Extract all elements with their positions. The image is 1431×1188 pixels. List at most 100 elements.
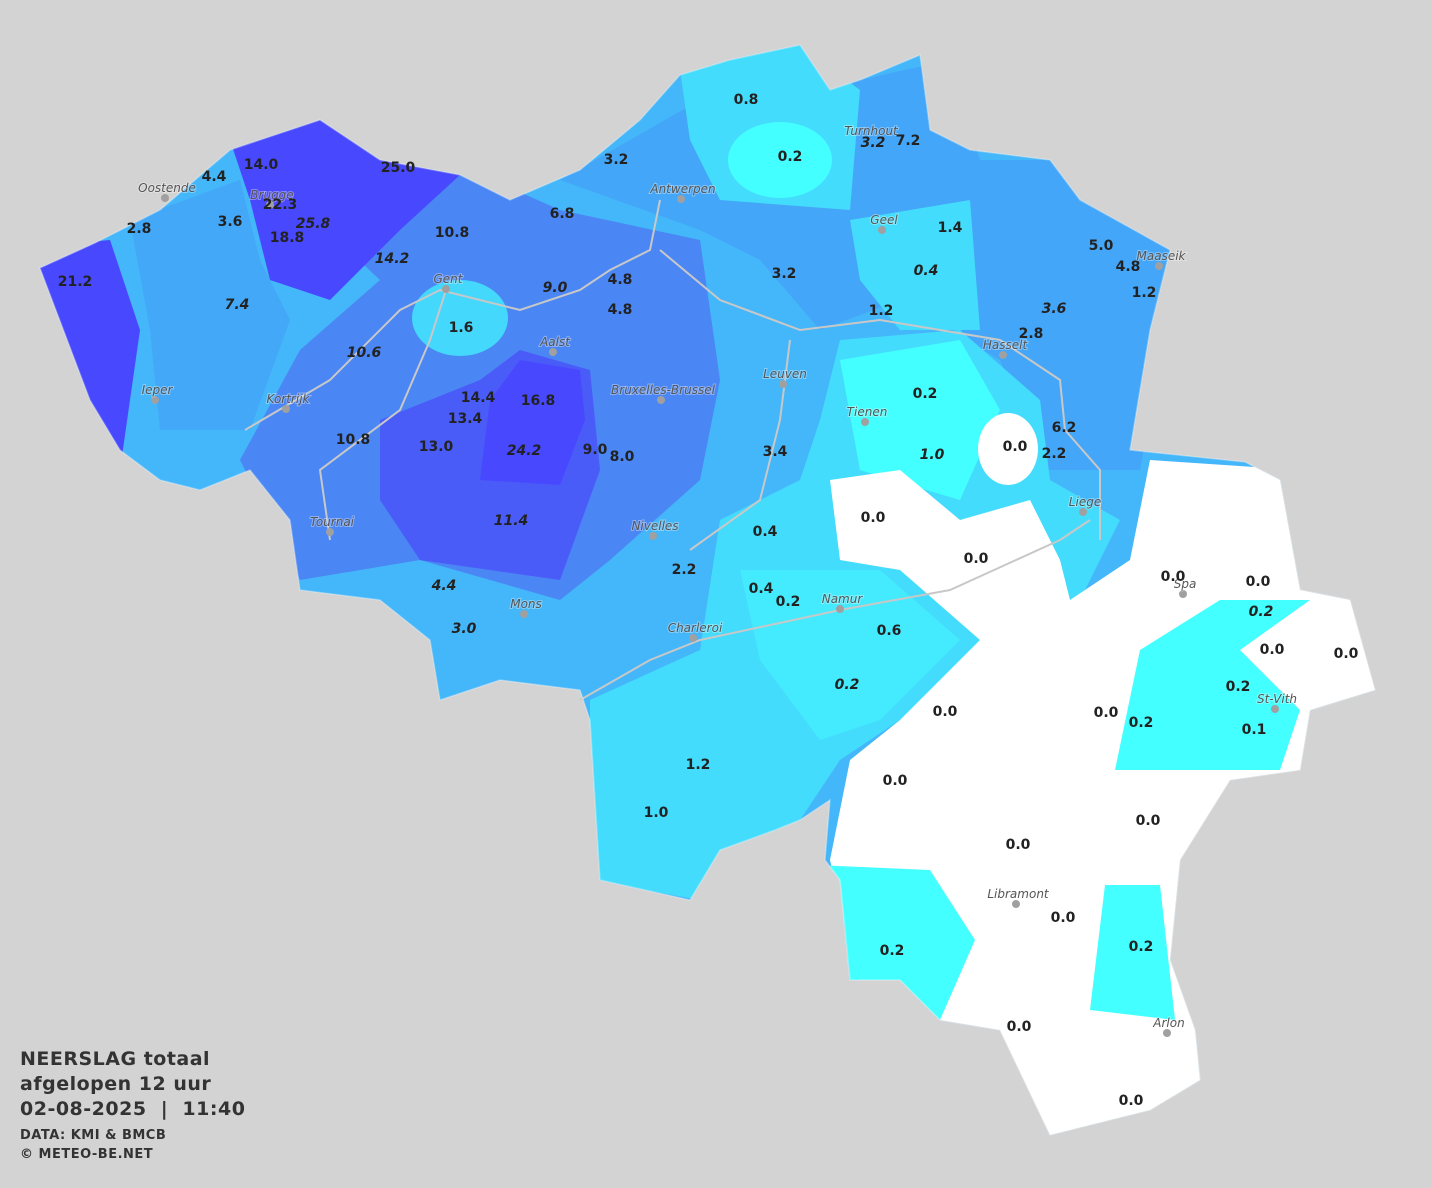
city-dot — [442, 285, 450, 293]
precip-value: 3.2 — [604, 152, 629, 168]
city-dot — [677, 195, 685, 203]
precip-value: 0.0 — [883, 773, 908, 789]
caption: NEERSLAG totaal afgelopen 12 uur 02-08-2… — [20, 1048, 245, 1162]
city-dot — [520, 610, 528, 618]
precip-value: 10.8 — [336, 432, 371, 448]
city-label: Brugge — [250, 188, 293, 202]
city-dot — [1155, 262, 1163, 270]
precip-value: 1.0 — [920, 447, 945, 463]
precip-value: 3.4 — [763, 444, 788, 460]
precip-value: 0.2 — [776, 594, 801, 610]
precip-value: 16.8 — [521, 393, 556, 409]
city-dot — [161, 194, 169, 202]
city-dot — [649, 532, 657, 540]
city-dot — [779, 380, 787, 388]
river — [244, 199, 661, 431]
city-dot — [151, 396, 159, 404]
precip-value: 0.8 — [734, 92, 759, 108]
zone — [412, 280, 508, 356]
city-label: Liege — [1069, 495, 1101, 509]
precip-value: 18.8 — [270, 230, 305, 246]
river — [689, 339, 791, 551]
precip-value: 2.8 — [127, 221, 152, 237]
precip-value: 0.0 — [1161, 569, 1186, 585]
title-line: 02-08-2025 | 11:40 — [20, 1098, 245, 1120]
precip-value: 0.0 — [1006, 837, 1031, 853]
precip-value: 1.2 — [1132, 285, 1157, 301]
precip-value: 0.2 — [1249, 604, 1274, 620]
city-dot — [657, 396, 665, 404]
precip-value: 2.2 — [1042, 446, 1067, 462]
precip-value: 0.0 — [1260, 642, 1285, 658]
precip-value: 8.0 — [610, 449, 635, 465]
precip-value: 13.4 — [448, 411, 483, 427]
precip-value: 0.6 — [877, 623, 902, 639]
precip-value: 4.8 — [1116, 259, 1141, 275]
city-label: Kortrijk — [267, 392, 311, 406]
precip-value: 13.0 — [419, 439, 454, 455]
precip-value: 9.0 — [543, 280, 568, 296]
city-label: Gent — [434, 272, 464, 286]
precip-value: 0.0 — [1051, 910, 1076, 926]
precip-value: 0.4 — [914, 263, 939, 279]
city-label: Tienen — [847, 405, 888, 419]
river — [659, 249, 1101, 540]
precip-value: 2.8 — [1019, 326, 1044, 342]
precip-value: 1.0 — [644, 805, 669, 821]
precip-value: 0.0 — [1003, 439, 1028, 455]
city-dot — [1163, 1029, 1171, 1037]
city-label: Ieper — [142, 383, 174, 397]
credit: © METEO-BE.NET — [20, 1147, 153, 1162]
city-dot — [1012, 900, 1020, 908]
city-label: Arlon — [1152, 1016, 1184, 1030]
precip-value: 6.2 — [1052, 420, 1077, 436]
city-label: Oostende — [138, 181, 196, 195]
precip-value: 3.0 — [452, 621, 477, 637]
precip-value: 14.4 — [461, 390, 496, 406]
precip-value: 0.0 — [1094, 705, 1119, 721]
precip-value: 6.8 — [550, 206, 575, 222]
precip-value: 3.6 — [218, 214, 243, 230]
precip-value: 0.2 — [778, 149, 803, 165]
city-label: Bruxelles-Brussel — [611, 383, 716, 397]
precip-value: 3.6 — [1042, 301, 1067, 317]
city-dot — [689, 634, 697, 642]
precip-value: 0.0 — [964, 551, 989, 567]
precip-value: 4.4 — [431, 578, 457, 594]
city-label: Mons — [510, 597, 542, 611]
precip-value: 10.8 — [435, 225, 470, 241]
precip-value: 24.2 — [507, 443, 542, 459]
city-label: Antwerpen — [649, 182, 715, 196]
city-dot — [266, 201, 274, 209]
precip-value: 4.8 — [608, 302, 633, 318]
precip-value: 25.0 — [381, 160, 416, 176]
zone — [130, 180, 290, 430]
precip-value: 1.6 — [449, 320, 474, 336]
precip-value: 0.0 — [1007, 1019, 1032, 1035]
precip-value: 1.2 — [869, 303, 894, 319]
precip-value: 4.8 — [608, 272, 633, 288]
river — [318, 289, 447, 541]
precip-value: 2.2 — [672, 562, 697, 578]
precip-value: 0.2 — [880, 943, 905, 959]
precip-value: 11.4 — [494, 513, 529, 529]
precip-value: 0.2 — [913, 386, 938, 402]
precip-value: 22.3 — [263, 197, 298, 213]
precip-value: 0.0 — [1334, 646, 1359, 662]
city-label: Hasselt — [983, 338, 1029, 352]
zone — [230, 140, 720, 600]
precip-value: 0.4 — [749, 581, 774, 597]
city-label: Tournai — [310, 515, 355, 529]
city-dot — [861, 418, 869, 426]
zone — [480, 360, 585, 485]
precip-value: 21.2 — [58, 274, 93, 290]
precip-value: 0.2 — [835, 677, 860, 693]
city-layer: Oostende Brugge Antwerpen Turnhout Geel Maase… — [137, 123, 1298, 1037]
city-label: Spa — [1174, 577, 1197, 591]
precip-value: 5.0 — [1089, 238, 1114, 254]
city-label: Charleroi — [668, 621, 723, 635]
city-label: Geel — [870, 213, 898, 227]
precip-value: 0.0 — [1119, 1093, 1144, 1109]
